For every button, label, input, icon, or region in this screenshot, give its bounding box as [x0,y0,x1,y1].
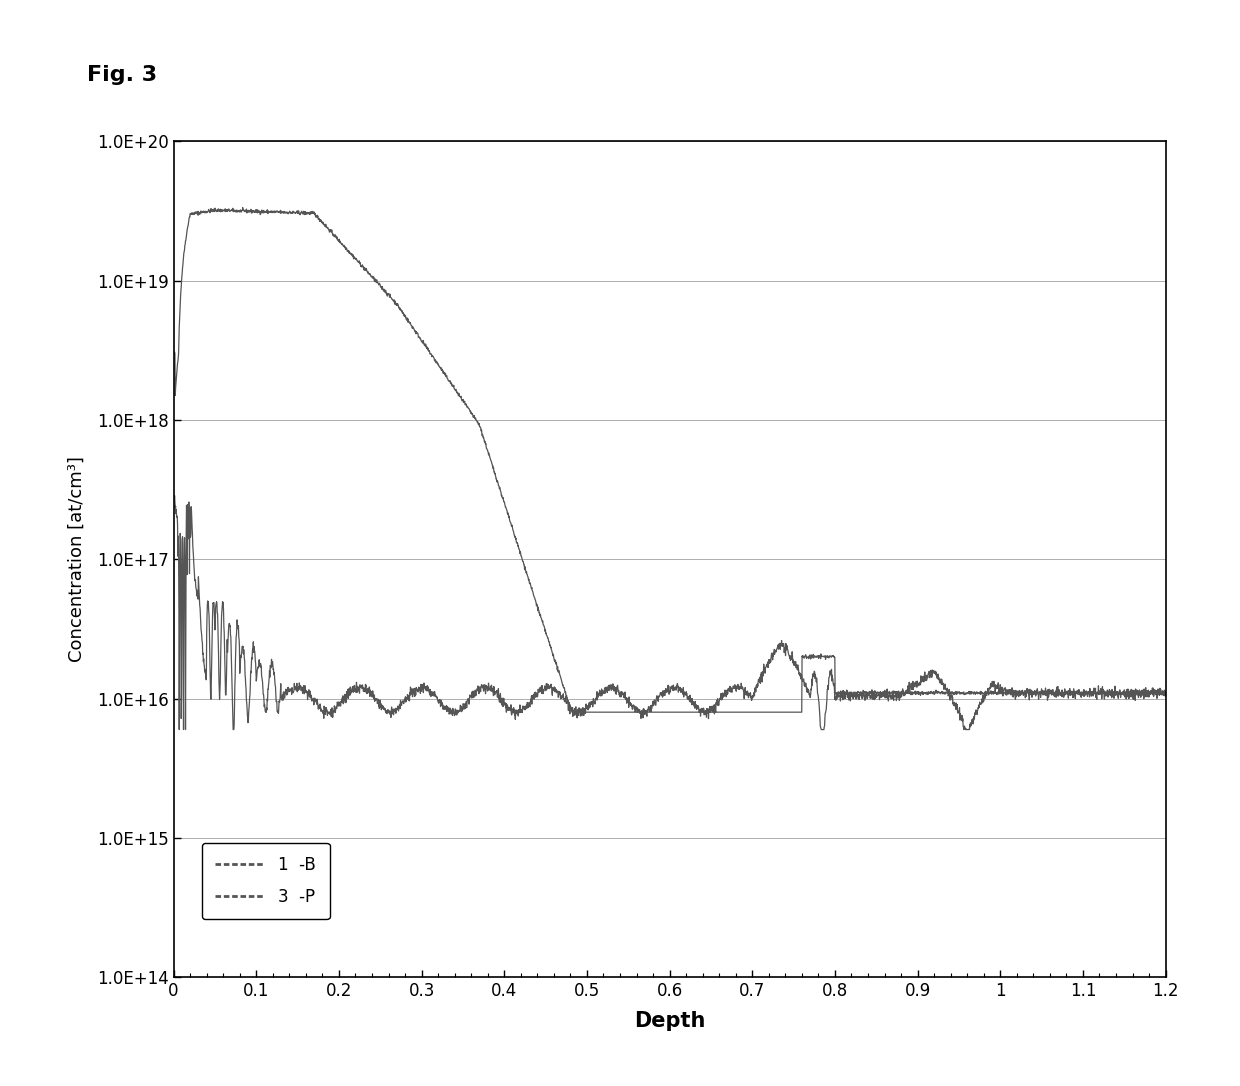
X-axis label: Depth: Depth [634,1011,706,1032]
Y-axis label: Concentration [at/cm³]: Concentration [at/cm³] [68,456,86,662]
Legend: 1  -B, 3  -P: 1 -B, 3 -P [202,843,330,919]
Text: Fig. 3: Fig. 3 [87,65,157,85]
